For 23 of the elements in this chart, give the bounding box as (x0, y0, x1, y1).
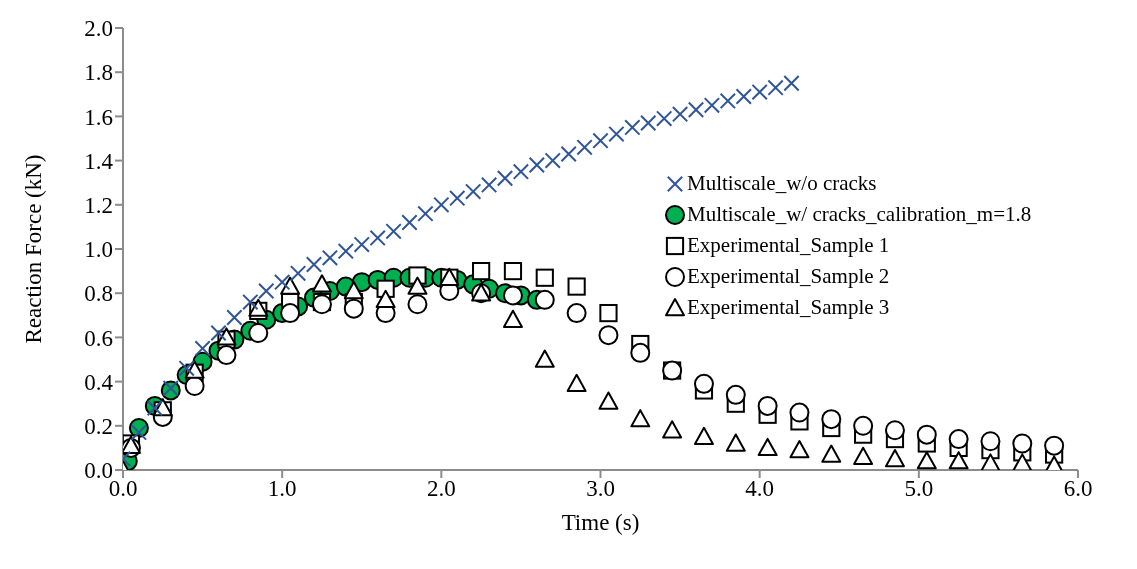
x-tick-label: 2.0 (426, 476, 456, 502)
legend-label: Experimental_Sample 2 (687, 264, 890, 289)
legend-label: Experimental_Sample 3 (687, 295, 890, 320)
x-tick-label: 4.0 (745, 476, 775, 502)
y-tick-label: 0.6 (84, 325, 113, 351)
x-tick-label: 6.0 (1063, 476, 1093, 502)
x-tick-label: 5.0 (904, 476, 934, 502)
y-tick-label: 1.4 (84, 148, 114, 174)
x-axis-title: Time (s) (561, 510, 640, 535)
y-tick-label: 1.2 (84, 192, 113, 218)
legend-label: Multiscale_w/o cracks (687, 171, 877, 196)
x-tick-label: 3.0 (586, 476, 615, 502)
y-tick-label: 0.2 (84, 413, 113, 439)
y-tick-label: 0.8 (84, 281, 113, 307)
y-tick-label: 1.6 (84, 104, 113, 130)
legend-label: Multiscale_w/ cracks_calibration_m=1.8 (687, 202, 1032, 227)
x-tick-label: 1.0 (267, 476, 297, 502)
y-tick-label: 2.0 (84, 16, 113, 42)
y-tick-label: 1.0 (84, 237, 113, 263)
legend-label: Experimental_Sample 1 (687, 233, 890, 258)
y-tick-label: 0.4 (84, 369, 114, 395)
y-axis-title: Reaction Force (kN) (21, 154, 47, 344)
y-tick-label: 1.8 (84, 60, 113, 86)
